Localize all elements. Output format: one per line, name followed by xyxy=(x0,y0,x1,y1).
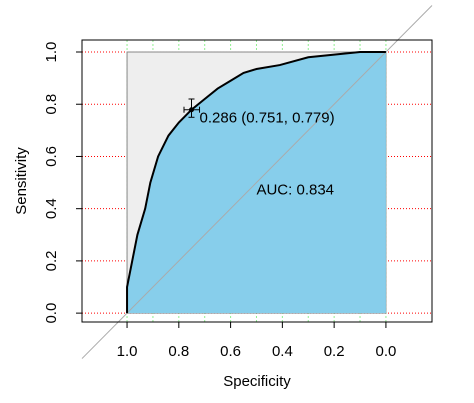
y-tick-label: 1.0 xyxy=(43,42,60,63)
threshold-point xyxy=(189,107,195,113)
y-tick-label: 0.2 xyxy=(43,250,60,271)
y-tick-label: 0.4 xyxy=(43,198,60,219)
x-tick-label: 0.6 xyxy=(220,343,241,360)
auc-label: AUC: 0.834 xyxy=(256,181,334,198)
plot-frame xyxy=(81,39,433,323)
x-tick-label: 0.0 xyxy=(375,343,396,360)
roc-curve xyxy=(126,51,386,314)
diagonal xyxy=(81,5,433,359)
x-tick-label: 1.0 xyxy=(117,343,138,360)
y-axis-label: Sensitivity xyxy=(13,147,30,215)
x-tick-label: 0.8 xyxy=(168,343,189,360)
y-tick-label: 0.8 xyxy=(43,94,60,115)
x-tick-label: 0.2 xyxy=(324,343,345,360)
x-axis-label: Specificity xyxy=(223,373,291,390)
threshold-label: 0.286 (0.751, 0.779) xyxy=(200,110,335,127)
x-tick-label: 0.4 xyxy=(272,343,293,360)
y-tick-label: 0.0 xyxy=(43,303,60,324)
y-tick-label: 0.6 xyxy=(43,146,60,167)
